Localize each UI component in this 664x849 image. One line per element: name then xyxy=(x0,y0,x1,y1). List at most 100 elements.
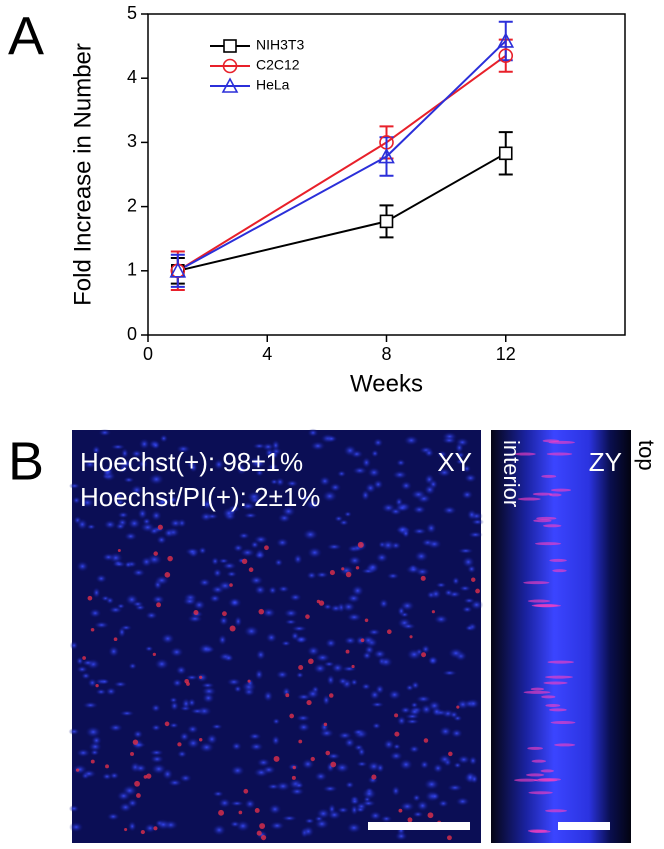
marker xyxy=(378,147,395,164)
cell xyxy=(217,634,228,646)
marker xyxy=(379,214,394,229)
cell xyxy=(322,785,338,793)
pi-cell xyxy=(75,768,80,772)
cell xyxy=(213,458,225,471)
cell xyxy=(227,597,242,609)
marker xyxy=(169,262,187,278)
cell xyxy=(198,643,214,655)
cell xyxy=(437,467,452,478)
cell xyxy=(201,498,214,511)
pi-cell xyxy=(330,761,337,768)
pi-cell xyxy=(256,830,262,836)
cell xyxy=(462,464,472,473)
cell xyxy=(448,647,464,659)
cell xyxy=(443,588,454,597)
y-tick-label: 1 xyxy=(127,260,137,280)
cell xyxy=(98,428,112,437)
cell xyxy=(131,568,146,577)
pi-streak xyxy=(549,558,567,562)
cell xyxy=(217,580,233,592)
cell xyxy=(283,608,299,618)
cell xyxy=(229,820,241,828)
marker xyxy=(498,48,514,64)
cell xyxy=(374,684,385,695)
cell xyxy=(406,648,422,661)
pi-cell xyxy=(124,827,128,832)
cell xyxy=(415,695,432,703)
cell xyxy=(186,737,201,749)
cell xyxy=(327,809,342,820)
cell xyxy=(343,737,356,749)
pi-cell xyxy=(229,625,236,632)
cell xyxy=(302,528,319,541)
cell xyxy=(334,762,350,774)
cell xyxy=(464,473,477,483)
pi-cell xyxy=(105,764,109,769)
pi-cell xyxy=(355,566,360,570)
pi-cell xyxy=(325,750,331,756)
cell xyxy=(271,734,281,746)
cell xyxy=(284,618,298,625)
cell xyxy=(160,633,175,645)
pi-cell xyxy=(248,567,254,573)
cell xyxy=(87,678,98,688)
cell xyxy=(120,624,133,631)
cell xyxy=(426,538,442,550)
cell xyxy=(199,511,213,522)
cell xyxy=(352,728,365,736)
y-tick-label: 4 xyxy=(127,67,137,87)
pi-cell xyxy=(448,751,453,757)
pi-streak xyxy=(533,519,552,523)
cell xyxy=(269,821,285,831)
legend-marker xyxy=(223,39,237,53)
cell xyxy=(244,798,256,810)
cell xyxy=(314,818,330,830)
cell xyxy=(69,821,84,833)
pi-cell xyxy=(222,611,227,617)
cell xyxy=(91,445,101,456)
cell xyxy=(184,547,200,556)
cell xyxy=(76,748,91,758)
cell xyxy=(243,512,258,519)
cell xyxy=(137,507,148,520)
cell xyxy=(314,771,328,782)
cell xyxy=(466,698,480,709)
pi-streak xyxy=(554,743,576,747)
cell xyxy=(110,443,126,450)
cell xyxy=(369,810,382,821)
cell xyxy=(302,825,315,838)
cell xyxy=(468,755,478,766)
cell xyxy=(423,778,440,791)
pi-cell xyxy=(289,713,295,719)
cell xyxy=(239,547,256,558)
cell xyxy=(69,641,79,650)
cell xyxy=(105,687,117,696)
cell xyxy=(318,475,331,487)
cell xyxy=(357,746,366,757)
cell xyxy=(117,458,134,470)
cell xyxy=(423,484,436,496)
cell xyxy=(254,584,267,596)
pi-cell xyxy=(87,595,93,601)
pi-cell xyxy=(329,570,335,576)
cell xyxy=(251,458,267,469)
cell xyxy=(230,765,245,777)
image-text: top xyxy=(634,440,659,471)
cell xyxy=(367,628,381,636)
pi-cell xyxy=(153,826,158,831)
pi-streak xyxy=(536,516,557,520)
cell xyxy=(159,434,169,443)
cell xyxy=(255,469,264,477)
cell xyxy=(243,625,260,638)
cell xyxy=(120,447,129,459)
pi-cell xyxy=(394,713,399,718)
pi-cell xyxy=(329,693,334,698)
cell xyxy=(76,518,89,531)
cell xyxy=(356,760,368,768)
cell xyxy=(326,752,341,760)
pi-cell xyxy=(273,755,280,762)
pi-cell xyxy=(341,567,345,571)
pi-streak xyxy=(550,488,572,492)
cell xyxy=(470,518,484,526)
cell xyxy=(102,465,114,478)
